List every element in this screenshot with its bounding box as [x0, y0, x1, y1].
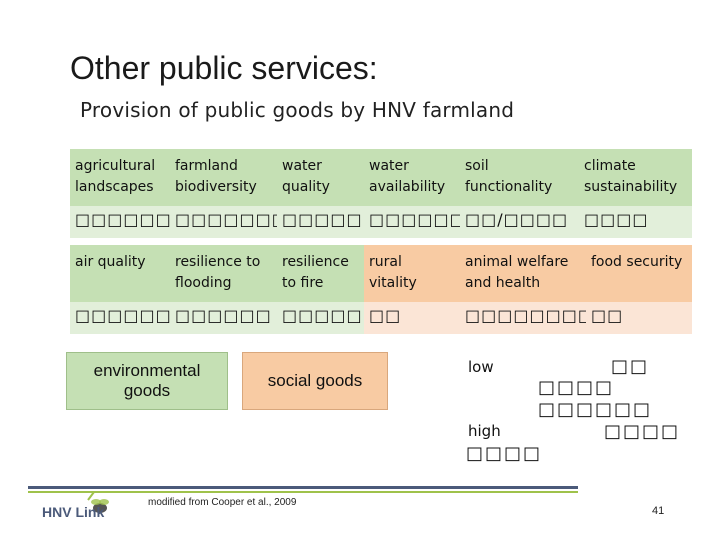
scale-low-label: low [468, 358, 494, 376]
scale-glyph-5: □□□□ [466, 443, 543, 464]
symbols-rural-vitality: □□ [364, 302, 460, 334]
legend-environmental-goods: environmental goods [66, 352, 228, 410]
symbols-agricultural-landscapes: □□□□□□ [70, 206, 170, 238]
hnv-link-logo: HNV Link [38, 490, 128, 530]
cell-water-availability: water availability [364, 149, 460, 206]
cell-air-quality: air quality [70, 245, 170, 302]
symbols-resilience-flooding: □□□□□□ [170, 302, 277, 334]
symbols-soil-functionality: □□/□□□□ [460, 206, 579, 238]
symbols-resilience-fire: □□□□□□ [277, 302, 364, 334]
symbols-animal-welfare: □□□□□□□□ [460, 302, 586, 334]
cell-farmland-biodiversity: farmland biodiversity [170, 149, 277, 206]
symbols-air-quality: □□□□□□ [70, 302, 170, 334]
cell-food-security: food security [586, 245, 692, 302]
citation: modified from Cooper et al., 2009 [148, 497, 297, 508]
symbols-water-quality: □□□□□□ [277, 206, 364, 238]
legend-environmental-label: environmental goods [93, 361, 201, 400]
symbols-climate-sustainability: □□□□ [579, 206, 692, 238]
cell-resilience-fire: resilience to fire [277, 245, 364, 302]
page-number: 41 [652, 505, 665, 517]
symbols-food-security: □□ [586, 302, 692, 334]
scale-glyph-2: □□□□ [538, 377, 615, 398]
symbols-farmland-biodiversity: □□□□□□□□ [170, 206, 277, 238]
bee-logo-icon [87, 491, 109, 513]
footer-bar-primary [28, 486, 578, 489]
cell-soil-functionality: soil functionality [460, 149, 579, 206]
cell-rural-vitality: rural vitality [364, 245, 460, 302]
scale-high-label: high [468, 422, 501, 440]
legend-social-label: social goods [267, 371, 363, 390]
symbols-water-availability: □□□□□□ [364, 206, 460, 238]
scale-glyph-3: □□□□□□ [538, 399, 653, 420]
cell-agricultural-landscapes: agricultural landscapes [70, 149, 170, 206]
scale-glyph-4: □□□□ [604, 421, 681, 442]
slide-subtitle: Provision of public goods by HNV farmlan… [80, 98, 515, 122]
footer-bar-accent [28, 491, 578, 493]
cell-water-quality: water quality [277, 149, 364, 206]
logo-text: HNV Link [42, 504, 105, 520]
cell-climate-sustainability: climate sustainability [579, 149, 692, 206]
cell-animal-welfare: animal welfare and health [460, 245, 586, 302]
legend-social-goods: social goods [242, 352, 388, 410]
slide-title: Other public services: [70, 50, 378, 86]
scale-glyph-1: □□ [611, 356, 650, 377]
cell-resilience-flooding: resilience to flooding [170, 245, 277, 302]
